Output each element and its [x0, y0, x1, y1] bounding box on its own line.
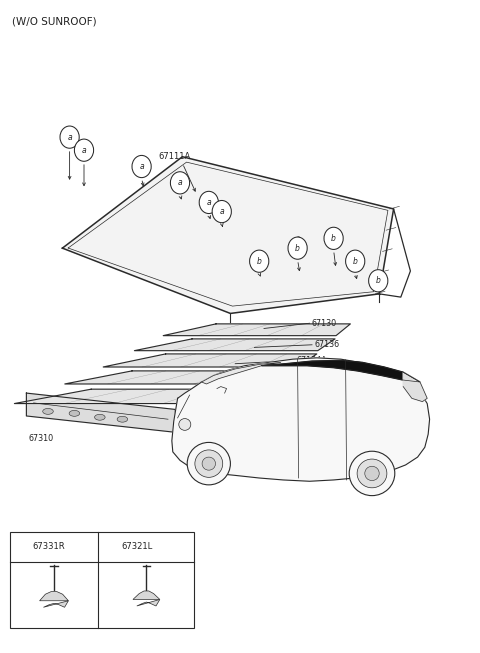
Text: b: b [295, 244, 300, 253]
Polygon shape [133, 591, 160, 599]
Ellipse shape [132, 155, 151, 178]
Ellipse shape [74, 139, 94, 161]
Polygon shape [163, 324, 350, 336]
Text: b: b [257, 257, 262, 266]
Text: b: b [353, 257, 358, 266]
Ellipse shape [346, 250, 365, 272]
Ellipse shape [170, 172, 190, 194]
Text: b: b [331, 234, 336, 243]
Text: a: a [82, 146, 86, 155]
Text: 67331R: 67331R [32, 542, 65, 551]
Text: a: a [178, 178, 182, 187]
Text: a: a [67, 133, 72, 142]
Ellipse shape [357, 459, 387, 488]
Ellipse shape [199, 191, 218, 214]
Ellipse shape [14, 537, 29, 556]
Polygon shape [202, 362, 281, 384]
Text: 67134A: 67134A [297, 356, 327, 365]
Text: a: a [139, 162, 144, 171]
Bar [10, 532, 194, 628]
Text: 67130: 67130 [312, 319, 337, 328]
Text: a: a [19, 542, 24, 551]
Text: b: b [108, 542, 113, 551]
Polygon shape [134, 339, 335, 351]
Polygon shape [65, 371, 301, 384]
Text: (W/O SUNROOF): (W/O SUNROOF) [12, 16, 96, 26]
Ellipse shape [95, 414, 105, 421]
Polygon shape [172, 358, 430, 481]
Polygon shape [262, 360, 420, 382]
Polygon shape [137, 599, 160, 606]
Text: 67111A: 67111A [158, 152, 191, 161]
Polygon shape [39, 592, 68, 601]
Text: 67122A: 67122A [235, 390, 266, 399]
Ellipse shape [349, 451, 395, 496]
Text: a: a [219, 207, 224, 216]
Ellipse shape [69, 411, 80, 417]
Text: 67136: 67136 [314, 340, 339, 349]
Polygon shape [62, 157, 394, 313]
Ellipse shape [179, 419, 191, 430]
Text: 67132A: 67132A [262, 371, 292, 380]
Ellipse shape [187, 443, 230, 485]
Ellipse shape [324, 227, 343, 249]
Ellipse shape [195, 450, 223, 477]
Ellipse shape [117, 417, 128, 422]
Polygon shape [103, 354, 317, 367]
Ellipse shape [43, 409, 53, 415]
Text: 67310: 67310 [29, 434, 54, 443]
Polygon shape [26, 393, 175, 432]
Ellipse shape [250, 250, 269, 272]
Ellipse shape [60, 126, 79, 148]
Text: 67321L: 67321L [121, 542, 152, 551]
Polygon shape [43, 601, 68, 607]
Polygon shape [14, 389, 286, 404]
Ellipse shape [202, 457, 216, 470]
Text: a: a [206, 198, 211, 207]
Polygon shape [403, 372, 427, 402]
Ellipse shape [365, 466, 379, 481]
Ellipse shape [212, 200, 231, 223]
Ellipse shape [288, 237, 307, 259]
Text: b: b [376, 276, 381, 285]
Ellipse shape [369, 270, 388, 292]
Ellipse shape [103, 537, 118, 556]
